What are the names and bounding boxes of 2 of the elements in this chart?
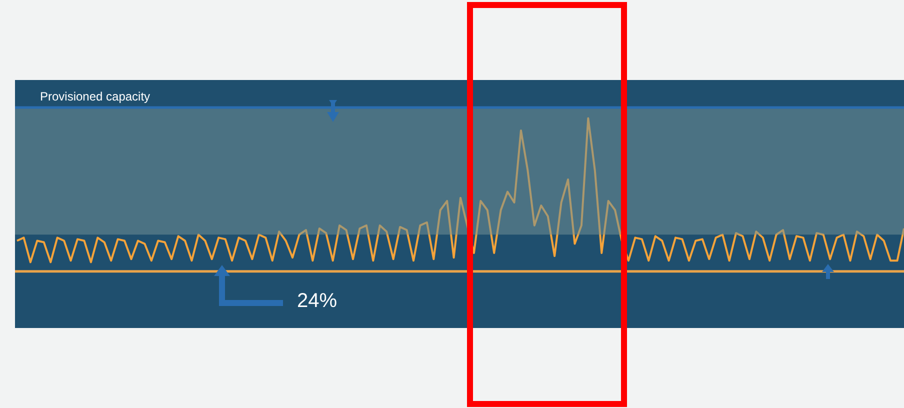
text: 24% (297, 290, 338, 312)
ref-line-label: Provisioned capacity (40, 90, 150, 104)
